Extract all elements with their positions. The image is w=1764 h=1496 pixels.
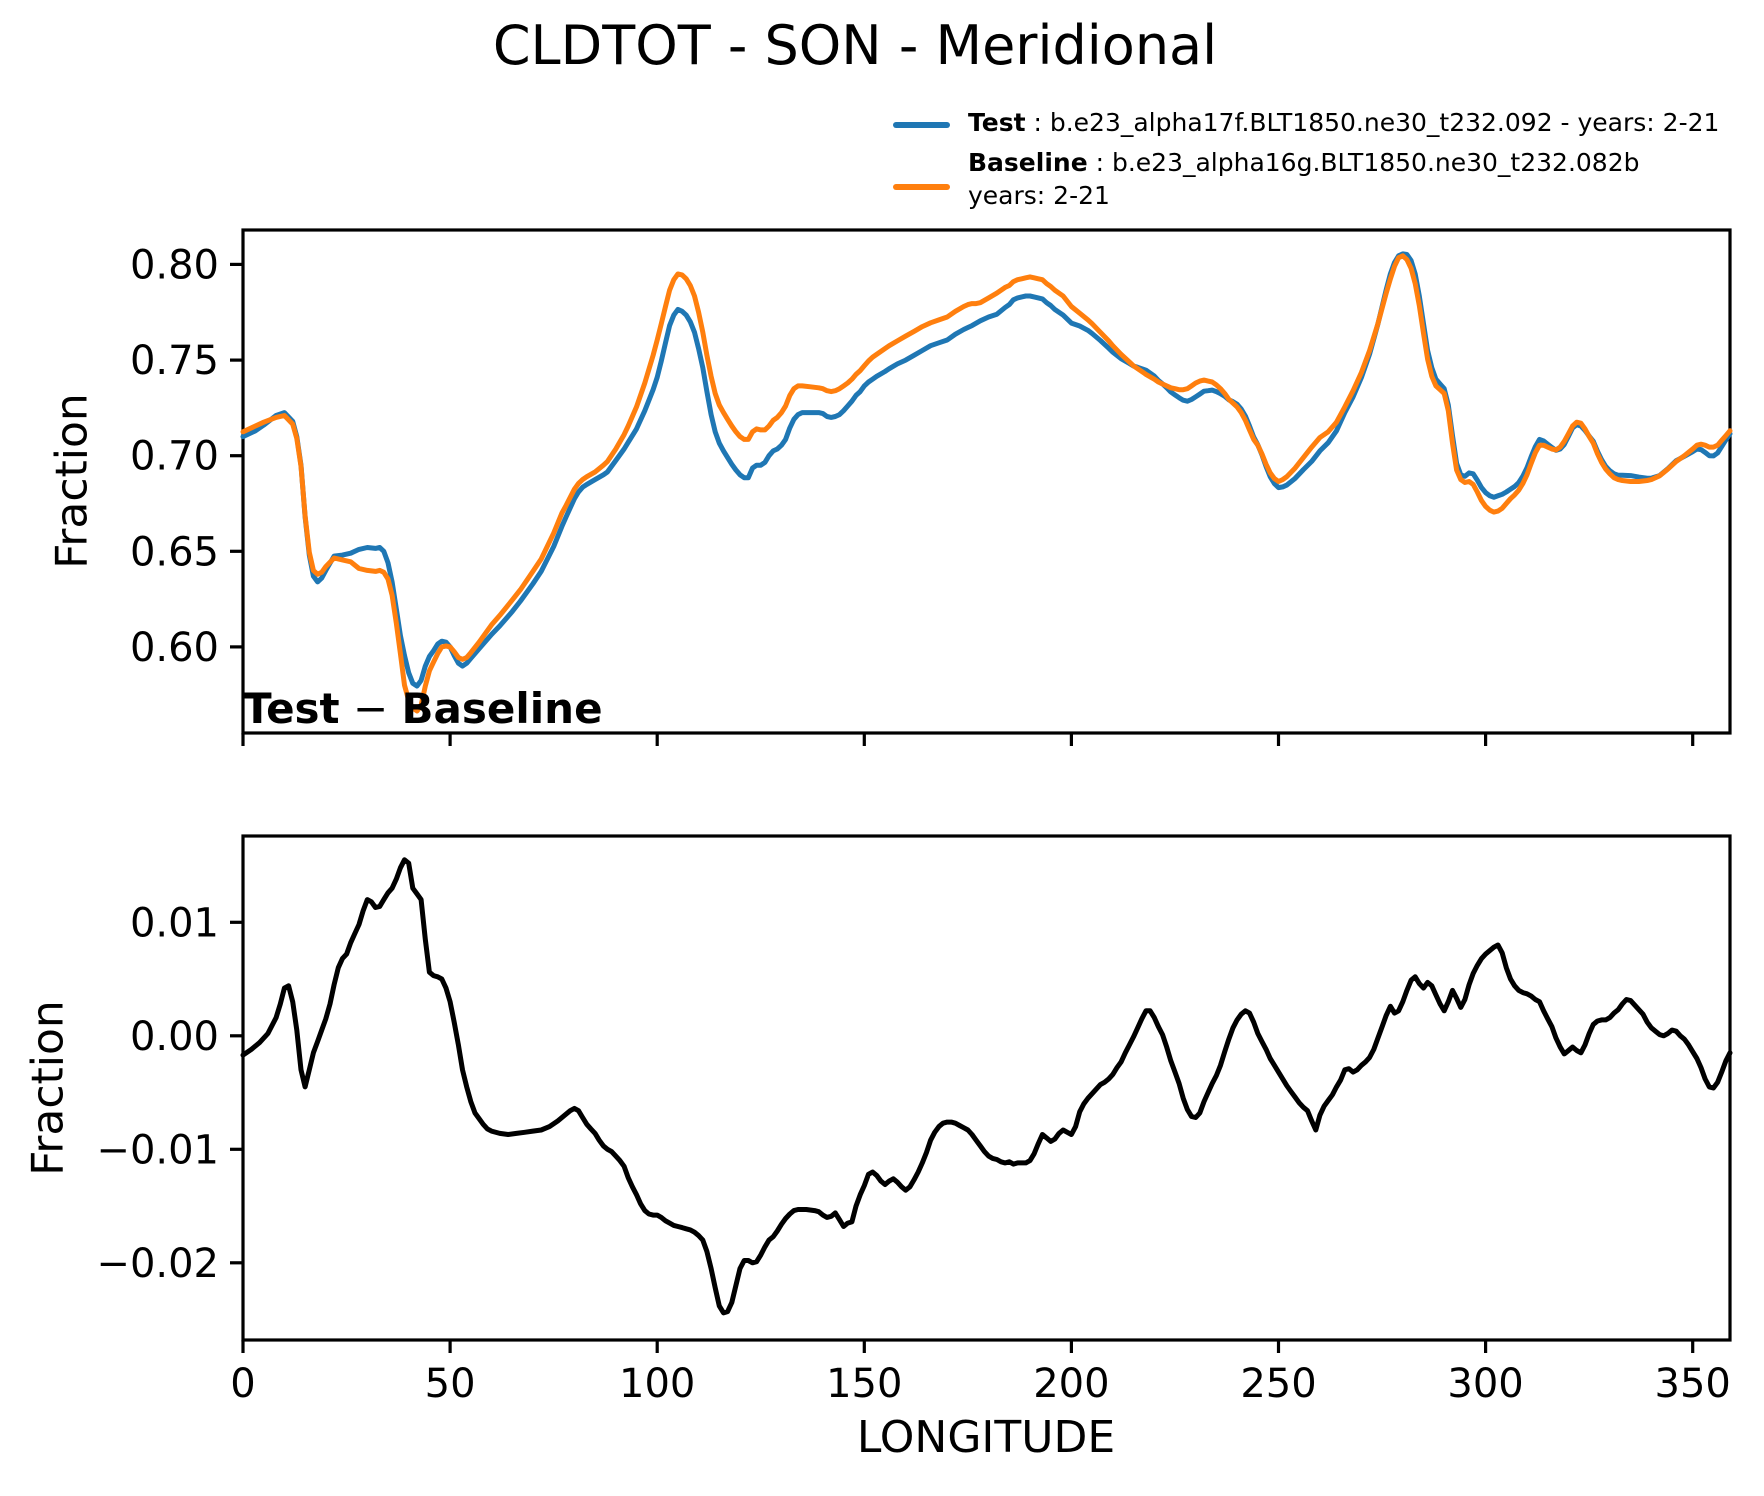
x-tick-label: 0 — [230, 1361, 255, 1407]
diff-title-minus: − — [339, 684, 402, 733]
legend-baseline-detail: : b.e23_alpha16g.BLT1850.ne30_t232.082b — [1087, 148, 1640, 177]
baseline-line-swatch — [893, 184, 950, 190]
bottom-y-axis-label: Fraction — [22, 1000, 74, 1176]
y-tick-label: 0.60 — [130, 625, 219, 671]
x-tick-label: 200 — [1033, 1361, 1109, 1407]
top-y-axis-label: Fraction — [46, 393, 98, 569]
y-tick-label: 0.01 — [130, 900, 219, 946]
page-title: CLDTOT - SON - Meridional — [492, 14, 1218, 77]
legend-test-label: Test — [968, 108, 1026, 137]
legend-test-detail: : b.e23_alpha17f.BLT1850.ne30_t232.092 -… — [1025, 108, 1720, 137]
test-line-swatch — [893, 122, 950, 128]
test-line — [240, 251, 1733, 689]
legend-entry-baseline: Baseline : b.e23_alpha16g.BLT1850.ne30_t… — [968, 146, 1639, 212]
diff-subplot-title: Test − Baseline — [243, 684, 603, 733]
x-tick-label: 150 — [826, 1361, 902, 1407]
legend-entry-test: Test : b.e23_alpha17f.BLT1850.ne30_t232.… — [968, 106, 1719, 139]
x-tick-label: 50 — [425, 1361, 476, 1407]
axes-frame — [241, 228, 1732, 735]
diff-title-baseline: Baseline — [401, 684, 603, 733]
x-tick-label: 350 — [1655, 1361, 1731, 1407]
y-tick-label: −0.02 — [96, 1241, 219, 1287]
x-axis-label: LONGITUDE — [856, 1412, 1116, 1463]
y-tick-label: 0.80 — [130, 242, 219, 288]
x-tick-label: 300 — [1447, 1361, 1523, 1407]
legend-baseline-years: years: 2-21 — [968, 181, 1110, 210]
y-tick-label: 0.00 — [130, 1014, 219, 1060]
diff-line — [240, 857, 1733, 1316]
x-tick-label: 100 — [619, 1361, 695, 1407]
x-tick-label: 250 — [1240, 1361, 1316, 1407]
y-tick-label: 0.75 — [130, 338, 219, 384]
baseline-line — [240, 253, 1733, 714]
y-tick-label: 0.70 — [130, 434, 219, 480]
axes-frame — [241, 834, 1732, 1342]
legend-baseline-label: Baseline — [968, 148, 1088, 177]
diff-title-test: Test — [243, 684, 340, 733]
y-tick-label: 0.65 — [130, 529, 219, 575]
y-tick-label: −0.01 — [96, 1127, 219, 1173]
